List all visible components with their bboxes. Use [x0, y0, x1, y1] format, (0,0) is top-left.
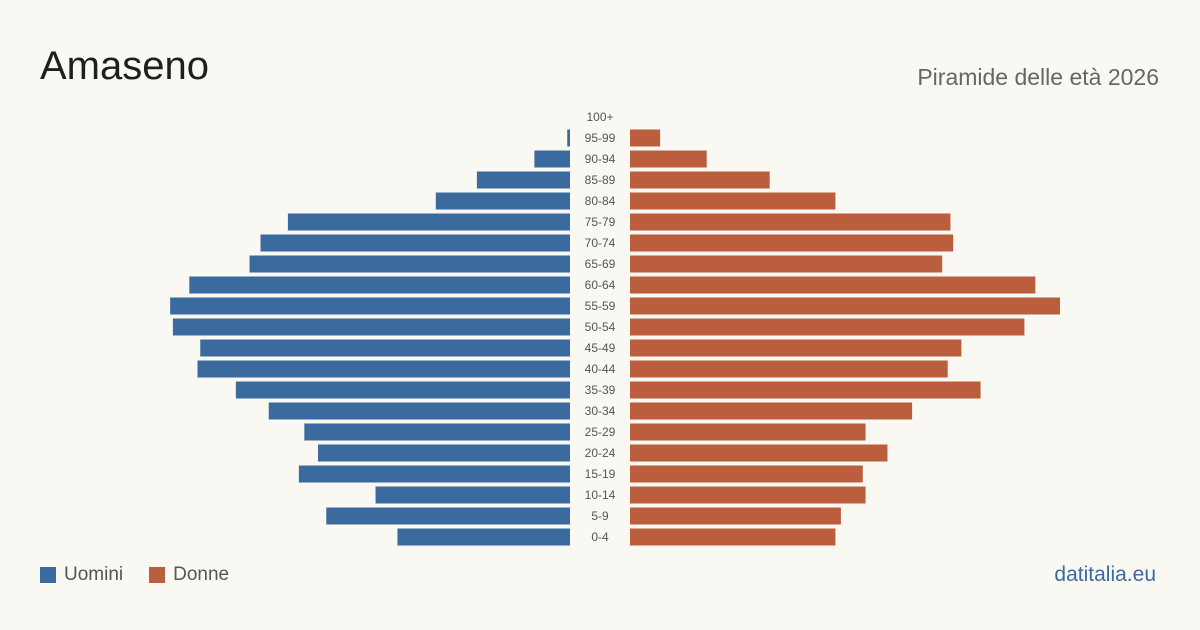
bar-male-40-44 — [197, 360, 570, 378]
legend-swatch-female — [149, 567, 166, 583]
age-group-label: 85-89 — [585, 173, 616, 187]
chart-subtitle: Piramide delle età 2026 — [917, 64, 1159, 90]
bar-female-45-49 — [630, 339, 962, 357]
bar-male-45-49 — [200, 339, 571, 357]
bar-female-5-9 — [630, 507, 841, 525]
bar-female-0-4 — [630, 528, 836, 546]
legend-label-male: Uomini — [64, 564, 124, 585]
bar-female-75-79 — [630, 213, 951, 231]
age-group-label: 70-74 — [585, 236, 616, 250]
bar-female-15-19 — [630, 465, 863, 483]
age-group-label: 65-69 — [585, 257, 616, 271]
age-group-label: 20-24 — [585, 446, 616, 460]
age-group-label: 90-94 — [585, 152, 616, 166]
bar-male-15-19 — [298, 465, 570, 483]
bar-female-25-29 — [630, 423, 866, 441]
bar-male-55-59 — [170, 297, 571, 315]
bar-male-0-4 — [397, 528, 570, 546]
bar-female-80-84 — [630, 192, 836, 210]
bar-female-90-94 — [630, 150, 707, 168]
brand-link[interactable]: datitalia.eu — [1054, 563, 1156, 586]
age-group-label: 30-34 — [585, 404, 616, 418]
bar-female-60-64 — [630, 276, 1036, 294]
legend-swatch-male — [40, 567, 56, 583]
bar-male-80-84 — [435, 192, 570, 210]
bar-male-60-64 — [189, 276, 570, 294]
age-group-label: 50-54 — [585, 320, 616, 334]
legend: Uomini Donne — [40, 564, 255, 586]
bar-male-50-54 — [172, 318, 570, 336]
bar-male-85-89 — [476, 171, 570, 189]
age-group-label: 25-29 — [585, 425, 616, 439]
bar-male-65-69 — [249, 255, 570, 273]
age-group-label: 15-19 — [585, 467, 616, 481]
bar-female-30-34 — [630, 402, 913, 420]
age-group-label: 5-9 — [591, 509, 609, 523]
bar-female-55-59 — [630, 297, 1060, 315]
bar-female-70-74 — [630, 234, 954, 252]
bar-female-10-14 — [630, 486, 866, 504]
age-group-label: 45-49 — [585, 341, 616, 355]
bar-male-75-79 — [287, 213, 570, 231]
bar-female-95-99 — [630, 129, 661, 147]
bar-male-25-29 — [304, 423, 570, 441]
age-group-label: 80-84 — [585, 194, 616, 208]
bar-female-35-39 — [630, 381, 981, 399]
age-group-label: 75-79 — [585, 215, 616, 229]
age-group-label: 10-14 — [585, 488, 616, 502]
legend-item-male: Uomini — [40, 564, 123, 586]
bar-male-5-9 — [326, 507, 570, 525]
age-group-label: 0-4 — [591, 530, 609, 544]
legend-label-female: Donne — [173, 564, 230, 585]
bar-female-20-24 — [630, 444, 888, 462]
bar-female-65-69 — [630, 255, 943, 273]
bar-male-30-34 — [268, 402, 570, 420]
age-group-label: 40-44 — [585, 362, 616, 376]
bar-male-20-24 — [318, 444, 570, 462]
bar-male-70-74 — [260, 234, 570, 252]
bar-male-35-39 — [235, 381, 571, 399]
bar-male-95-99 — [567, 129, 570, 147]
bar-female-50-54 — [630, 318, 1025, 336]
bar-male-90-94 — [534, 150, 570, 168]
age-group-label: 100+ — [586, 110, 613, 124]
bar-male-10-14 — [375, 486, 570, 504]
age-group-label: 60-64 — [585, 278, 616, 292]
bar-female-40-44 — [630, 360, 948, 378]
age-group-label: 55-59 — [585, 299, 616, 313]
bar-female-85-89 — [630, 171, 770, 189]
legend-item-female: Donne — [149, 564, 229, 586]
age-group-label: 95-99 — [585, 131, 616, 145]
age-group-label: 35-39 — [585, 383, 616, 397]
page-title: Amaseno — [40, 44, 209, 88]
